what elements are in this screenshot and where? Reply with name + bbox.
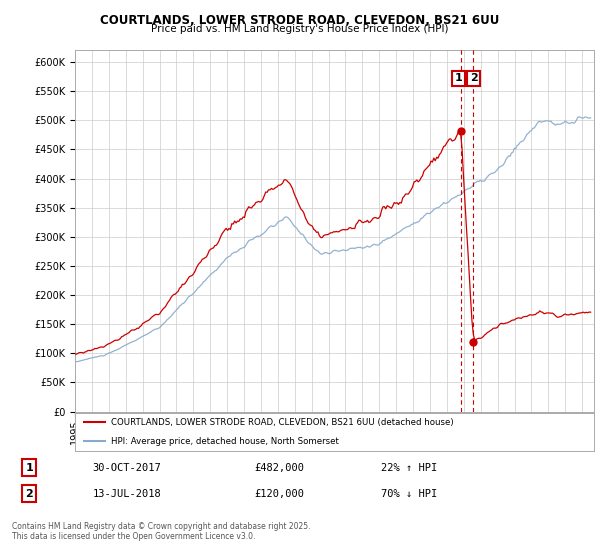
Text: Contains HM Land Registry data © Crown copyright and database right 2025.
This d: Contains HM Land Registry data © Crown c… xyxy=(12,522,311,542)
Text: 1: 1 xyxy=(455,73,462,83)
Text: 2: 2 xyxy=(25,488,33,498)
Text: £482,000: £482,000 xyxy=(254,463,304,473)
Text: 13-JUL-2018: 13-JUL-2018 xyxy=(92,488,161,498)
Text: COURTLANDS, LOWER STRODE ROAD, CLEVEDON, BS21 6UU: COURTLANDS, LOWER STRODE ROAD, CLEVEDON,… xyxy=(100,14,500,27)
Text: 2: 2 xyxy=(470,73,478,83)
Text: 30-OCT-2017: 30-OCT-2017 xyxy=(92,463,161,473)
Text: COURTLANDS, LOWER STRODE ROAD, CLEVEDON, BS21 6UU (detached house): COURTLANDS, LOWER STRODE ROAD, CLEVEDON,… xyxy=(112,418,454,427)
Text: HPI: Average price, detached house, North Somerset: HPI: Average price, detached house, Nort… xyxy=(112,437,339,446)
Text: Price paid vs. HM Land Registry's House Price Index (HPI): Price paid vs. HM Land Registry's House … xyxy=(151,24,449,34)
Text: 70% ↓ HPI: 70% ↓ HPI xyxy=(380,488,437,498)
Text: £120,000: £120,000 xyxy=(254,488,304,498)
Text: 22% ↑ HPI: 22% ↑ HPI xyxy=(380,463,437,473)
Text: 1: 1 xyxy=(25,463,33,473)
